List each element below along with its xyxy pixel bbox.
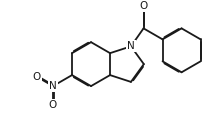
Text: O: O bbox=[49, 100, 57, 110]
Text: O: O bbox=[139, 1, 148, 11]
Text: O: O bbox=[33, 72, 41, 82]
Text: N: N bbox=[127, 41, 135, 51]
Text: N: N bbox=[49, 81, 57, 91]
